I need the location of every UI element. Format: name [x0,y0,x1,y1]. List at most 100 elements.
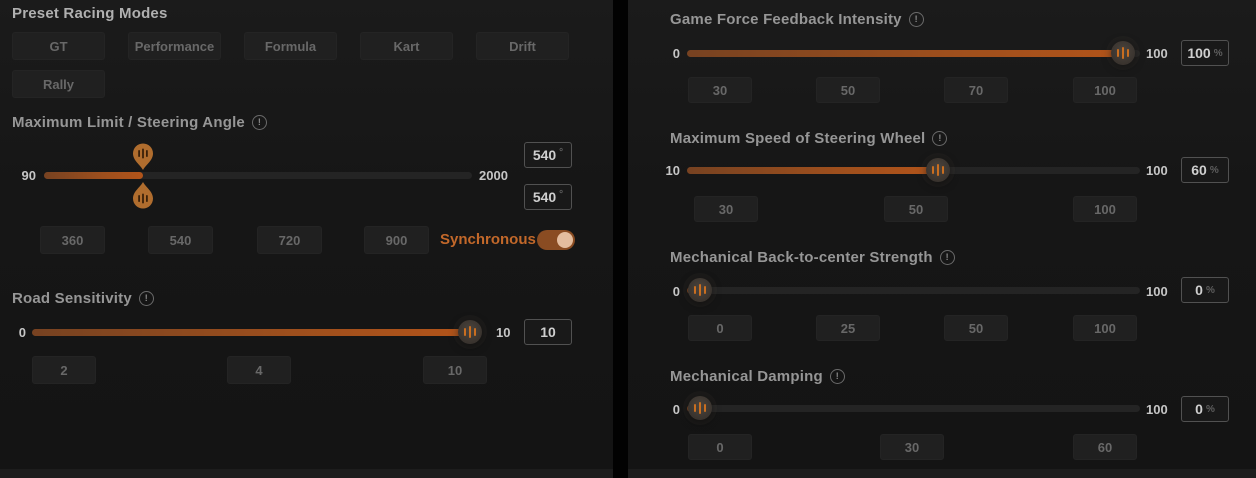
steering-angle-min-label: 90 [21,168,36,183]
center-preset-25[interactable]: 25 [816,315,880,341]
ffb-intensity-slider-track[interactable] [687,50,1140,57]
max-wheel-speed-value: 60 [1191,162,1207,178]
damping-preset-0[interactable]: 0 [688,434,752,460]
info-icon[interactable]: ! [939,250,955,265]
steering-angle-handle-bottom[interactable] [131,181,155,209]
right-settings-panel: Game Force Feedback Intensity ! 0 100 10… [628,0,1256,478]
back-to-center-value: 0 [1195,282,1203,298]
center-preset-100[interactable]: 100 [1073,315,1137,341]
steering-angle-value-top: 540 [532,147,557,163]
mode-button-gt[interactable]: GT [12,32,105,60]
steering-angle-value-bottom: 540 [532,189,557,205]
synchronous-label: Synchronous [440,231,536,248]
degree-unit: ° [559,189,564,200]
road-sensitivity-title-text: Road Sensitivity [12,290,132,307]
steering-angle-section-title: Maximum Limit / Steering Angle ! [12,114,267,131]
ffb-preset-30[interactable]: 30 [688,77,752,103]
panel-divider [613,0,628,478]
ffb-intensity-handle[interactable] [1111,41,1135,65]
ffb-intensity-min-label: 0 [672,46,680,61]
back-to-center-min-label: 0 [672,284,680,299]
speed-preset-30[interactable]: 30 [694,196,758,222]
info-icon[interactable]: ! [908,12,924,27]
percent-unit: % [1205,284,1215,296]
ffb-intensity-max-label: 100 [1146,46,1168,61]
info-icon[interactable]: ! [932,131,948,146]
damping-value: 0 [1195,401,1203,417]
back-to-center-value-input[interactable]: 0 % [1181,277,1229,303]
mode-button-formula[interactable]: Formula [244,32,337,60]
max-wheel-speed-max-label: 100 [1146,163,1168,178]
steering-angle-max-label: 2000 [479,168,508,183]
max-wheel-speed-value-input[interactable]: 60 % [1181,157,1229,183]
max-wheel-speed-title-text: Maximum Speed of Steering Wheel [670,130,926,147]
road-preset-10[interactable]: 10 [423,356,487,384]
damping-preset-60[interactable]: 60 [1073,434,1137,460]
info-icon[interactable]: ! [251,115,267,130]
angle-preset-720[interactable]: 720 [257,226,322,254]
bottom-edge-strip [0,469,1256,478]
road-sensitivity-slider-fill [32,329,469,336]
steering-angle-value-input-top[interactable]: 540 ° [524,142,572,168]
max-wheel-speed-section-title: Maximum Speed of Steering Wheel ! [670,130,948,147]
steering-angle-slider-fill [44,172,143,179]
damping-min-label: 0 [672,402,680,417]
percent-unit: % [1205,403,1215,415]
damping-max-label: 100 [1146,402,1168,417]
damping-section-title: Mechanical Damping ! [670,368,845,385]
steering-angle-value-input-bottom[interactable]: 540 ° [524,184,572,210]
max-wheel-speed-slider-track[interactable] [687,167,1140,174]
synchronous-toggle[interactable] [537,230,575,250]
preset-racing-modes-title: Preset Racing Modes [12,5,168,22]
back-to-center-max-label: 100 [1146,284,1168,299]
max-wheel-speed-min-label: 10 [665,163,680,178]
steering-angle-title-text: Maximum Limit / Steering Angle [12,114,245,131]
ffb-preset-100[interactable]: 100 [1073,77,1137,103]
max-wheel-speed-slider-fill [687,167,938,174]
ffb-preset-70[interactable]: 70 [944,77,1008,103]
center-preset-50[interactable]: 50 [944,315,1008,341]
angle-preset-900[interactable]: 900 [364,226,429,254]
road-preset-2[interactable]: 2 [32,356,96,384]
center-preset-0[interactable]: 0 [688,315,752,341]
ffb-intensity-slider-fill [687,50,1123,57]
steering-angle-handle-top[interactable] [131,143,155,171]
road-sensitivity-value-input[interactable]: 10 [524,319,572,345]
road-sensitivity-handle[interactable] [458,320,482,344]
back-to-center-slider-track[interactable] [687,287,1140,294]
ffb-intensity-title-text: Game Force Feedback Intensity [670,11,902,28]
road-preset-4[interactable]: 4 [227,356,291,384]
road-sensitivity-section-title: Road Sensitivity ! [12,290,154,307]
percent-unit: % [1213,47,1223,59]
road-sensitivity-slider-track[interactable] [32,329,469,336]
angle-preset-540[interactable]: 540 [148,226,213,254]
ffb-preset-50[interactable]: 50 [816,77,880,103]
damping-title-text: Mechanical Damping [670,368,823,385]
percent-unit: % [1209,164,1219,176]
damping-slider-track[interactable] [687,405,1140,412]
steering-angle-slider-track[interactable] [44,172,472,179]
damping-preset-30[interactable]: 30 [880,434,944,460]
mode-button-kart[interactable]: Kart [360,32,453,60]
damping-value-input[interactable]: 0 % [1181,396,1229,422]
max-wheel-speed-handle[interactable] [926,158,950,182]
ffb-intensity-value-input[interactable]: 100 % [1181,40,1229,66]
mode-button-rally[interactable]: Rally [12,70,105,98]
angle-preset-360[interactable]: 360 [40,226,105,254]
mode-button-performance[interactable]: Performance [128,32,221,60]
road-sensitivity-max-label: 10 [496,325,511,340]
damping-handle[interactable] [688,396,712,420]
back-to-center-section-title: Mechanical Back-to-center Strength ! [670,249,955,266]
degree-unit: ° [559,147,564,158]
mode-button-drift[interactable]: Drift [476,32,569,60]
road-sensitivity-min-label: 0 [18,325,26,340]
speed-preset-50[interactable]: 50 [884,196,948,222]
ffb-intensity-value: 100 [1187,45,1211,61]
toggle-knob [557,232,573,248]
speed-preset-100[interactable]: 100 [1073,196,1137,222]
info-icon[interactable]: ! [138,291,154,306]
info-icon[interactable]: ! [829,369,845,384]
back-to-center-handle[interactable] [688,278,712,302]
ffb-intensity-section-title: Game Force Feedback Intensity ! [670,11,924,28]
